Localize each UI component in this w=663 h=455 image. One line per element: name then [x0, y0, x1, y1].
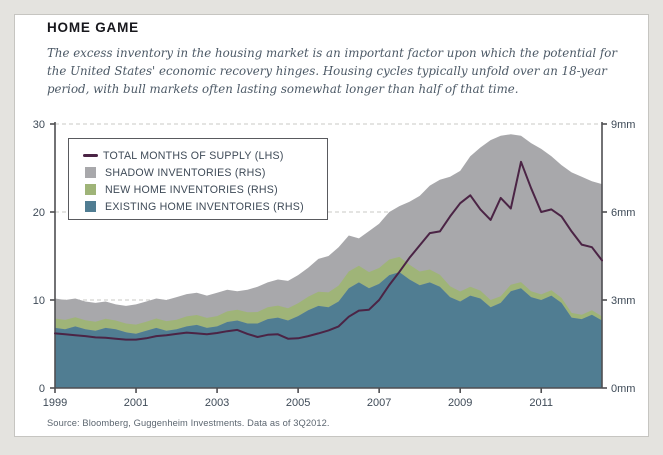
right-axis-label: 6mm [611, 207, 635, 219]
x-axis-label: 1999 [43, 397, 67, 409]
legend-item-new-home-inventories: NEW HOME INVENTORIES (RHS) [85, 181, 327, 198]
x-axis-label: 2011 [529, 397, 553, 409]
legend-item-total-months-supply: TOTAL MONTHS OF SUPPLY (LHS) [83, 147, 327, 164]
area-new-home-inventories [55, 256, 602, 334]
left-axis-label: 30 [33, 119, 45, 131]
left-axis-label: 20 [33, 207, 45, 219]
legend-existing-home-swatch [85, 201, 96, 212]
legend-item-shadow-inventories: SHADOW INVENTORIES (RHS) [85, 164, 327, 181]
legend-shadow-swatch [85, 167, 96, 178]
total-months-supply-line [54, 160, 603, 341]
legend-line-swatch [83, 154, 98, 157]
legend-new-home-swatch [85, 184, 96, 195]
x-axis-label: 2005 [286, 397, 310, 409]
chart-legend: TOTAL MONTHS OF SUPPLY (LHS) SHADOW INVE… [68, 138, 328, 220]
left-axis-label: 10 [33, 295, 45, 307]
x-axis-label: 2007 [367, 397, 391, 409]
x-axis-label: 2003 [205, 397, 229, 409]
left-axis-label: 0 [39, 383, 45, 395]
x-axis-label: 2009 [448, 397, 472, 409]
right-axis-label: 9mm [611, 119, 635, 131]
right-axis-label: 3mm [611, 295, 635, 307]
legend-label: NEW HOME INVENTORIES (RHS) [105, 183, 278, 196]
x-axis-label: 2001 [124, 397, 148, 409]
legend-label: TOTAL MONTHS OF SUPPLY (LHS) [103, 149, 284, 162]
source-note: Source: Bloomberg, Guggenheim Investment… [47, 418, 330, 428]
legend-label: SHADOW INVENTORIES (RHS) [105, 166, 266, 179]
right-axis-label: 0mm [611, 383, 635, 395]
chart-description: The excess inventory in the housing mark… [47, 46, 618, 96]
chart-title: HOME GAME [47, 20, 139, 35]
legend-item-existing-home-inventories: EXISTING HOME INVENTORIES (RHS) [85, 198, 327, 215]
legend-label: EXISTING HOME INVENTORIES (RHS) [105, 200, 304, 213]
